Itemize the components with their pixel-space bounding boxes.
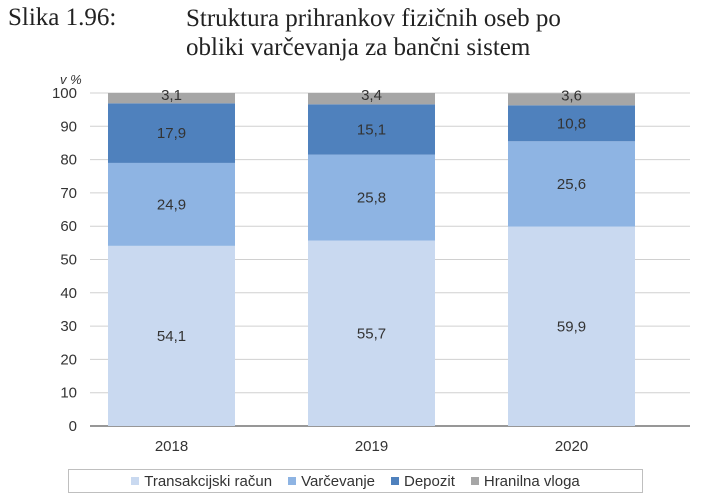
- figure-title-line-1: Struktura prihrankov fizičnih oseb po: [186, 5, 561, 32]
- data-label-2019-hranilna-vloga: 3,4: [361, 87, 382, 104]
- data-label-2020-transakcijski-racun: 59,9: [557, 318, 586, 335]
- y-tick-label-40: 40: [60, 285, 77, 302]
- bar-2018-varcevanje: [108, 162, 235, 246]
- data-label-2019-varcevanje: 25,8: [357, 190, 386, 207]
- data-label-2020-varcevanje: 25,6: [557, 176, 586, 193]
- y-tick-label-60: 60: [60, 218, 77, 235]
- data-label-2018-varcevanje: 24,9: [157, 196, 186, 213]
- figure-title-line-2: obliki varčevanja za bančni sistem: [186, 34, 531, 61]
- legend-swatch-hranilna-vloga: [470, 477, 479, 485]
- legend-item-transakcijski-racun: Transakcijski račun: [131, 473, 272, 490]
- legend: Transakcijski račun Varčevanje Depozit H…: [68, 469, 643, 493]
- y-tick-label-20: 20: [60, 351, 77, 368]
- bar-2018-hranilna-vloga: [108, 93, 235, 104]
- legend-swatch-varcevanje: [288, 477, 297, 485]
- y-tick-label-50: 50: [60, 252, 77, 269]
- y-tick-label-80: 80: [60, 152, 77, 169]
- bar-2020-transakcijski-racun: [508, 226, 635, 426]
- data-label-2020-depozit: 10,8: [557, 115, 586, 132]
- bar-2018-transakcijski-racun: [108, 245, 235, 426]
- bar-2019-hranilna-vloga: [308, 93, 435, 105]
- legend-swatch-transakcijski-racun: [131, 477, 140, 485]
- data-label-2018-transakcijski-racun: 54,1: [157, 328, 186, 345]
- x-tick-label-2018: 2018: [155, 438, 188, 455]
- legend-label-varcevanje: Varčevanje: [301, 472, 375, 490]
- y-tick-label-10: 10: [60, 385, 77, 402]
- x-tick-label-2020: 2020: [555, 438, 588, 455]
- data-label-2018-depozit: 17,9: [157, 125, 186, 142]
- bar-2018-depozit: [108, 103, 235, 163]
- bar-2019-transakcijski-racun: [308, 240, 435, 426]
- y-tick-label-90: 90: [60, 118, 77, 135]
- legend-item-hranilna-vloga: Hranilna vloga: [470, 472, 580, 490]
- legend-label-transakcijski-racun: Transakcijski račun: [144, 472, 273, 490]
- bar-2020-depozit: [508, 105, 635, 142]
- data-label-2020-hranilna-vloga: 3,6: [561, 87, 582, 104]
- legend-item-varcevanje: Varčevanje: [288, 473, 375, 490]
- legend-label-hranilna-vloga: Hranilna vloga: [483, 472, 580, 490]
- y-tick-label-100: 100: [52, 85, 77, 102]
- bar-2019-depozit: [308, 104, 435, 155]
- data-label-2018-hranilna-vloga: 3,1: [161, 87, 182, 104]
- bar-2019-varcevanje: [308, 154, 435, 241]
- y-tick-label-0: 0: [69, 418, 77, 435]
- x-tick-label-2019: 2019: [355, 438, 388, 455]
- bar-2020-hranilna-vloga: [508, 93, 635, 106]
- legend-swatch-depozit: [391, 477, 399, 485]
- y-tick-label-70: 70: [60, 185, 77, 202]
- legend-label-depozit: Depozit: [404, 472, 455, 490]
- legend-item-depozit: Depozit: [391, 473, 455, 490]
- figure-title: Struktura prihrankov fizičnih oseb po ob…: [186, 4, 706, 62]
- y-axis-label: v %: [60, 72, 82, 87]
- figure-label: Slika 1.96:: [8, 4, 117, 31]
- bar-2020-varcevanje: [508, 141, 635, 227]
- data-label-2019-depozit: 15,1: [357, 121, 386, 138]
- data-label-2019-transakcijski-racun: 55,7: [357, 325, 386, 342]
- y-tick-label-30: 30: [60, 318, 77, 335]
